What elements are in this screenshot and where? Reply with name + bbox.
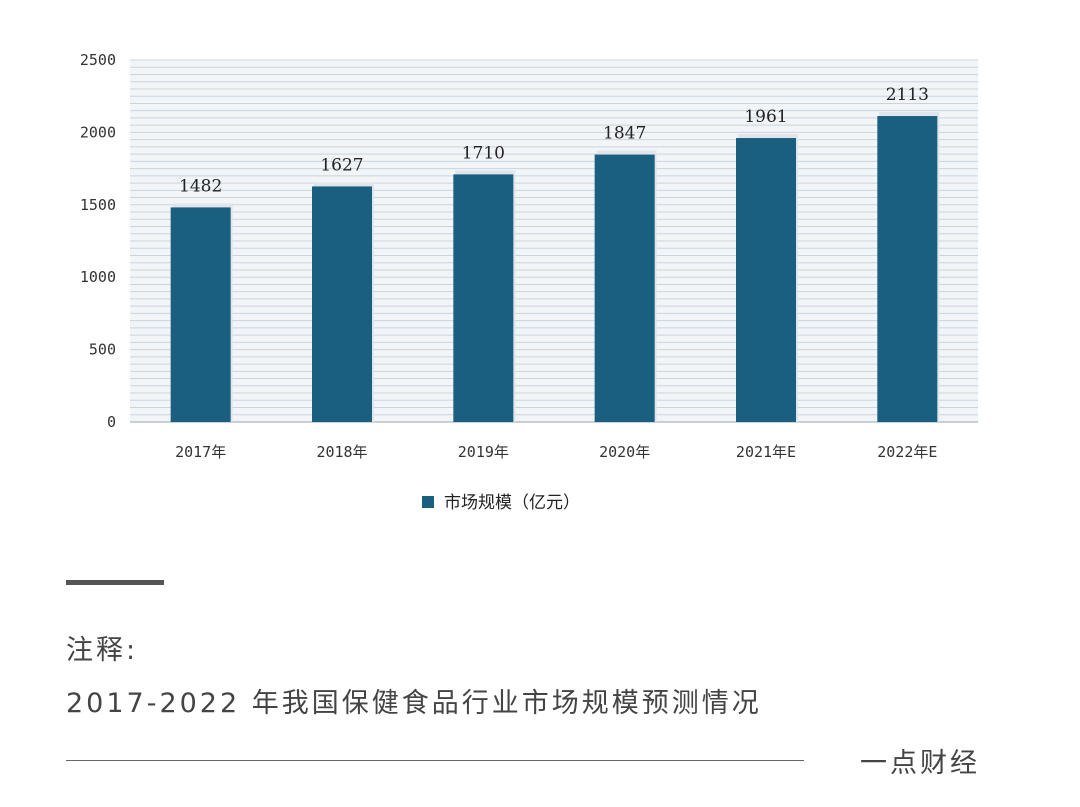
bar <box>736 138 796 423</box>
legend-swatch <box>422 496 434 508</box>
bar-value-label: 1482 <box>179 176 222 196</box>
bar-chart: 0 500 1000 1500 2000 2500 1482 1627 1710 1847 196… <box>80 51 978 513</box>
note-title: 注释: <box>66 635 139 666</box>
x-tick-label: 2017年 <box>175 443 226 461</box>
bar-value-label: 1710 <box>462 143 505 163</box>
y-tick-label: 0 <box>107 413 116 431</box>
y-axis-ticks: 0 500 1000 1500 2000 2500 <box>80 51 116 431</box>
bar <box>170 207 231 422</box>
y-tick-label: 2500 <box>80 51 116 69</box>
y-tick-label: 2000 <box>80 123 116 141</box>
footer-divider <box>66 760 804 761</box>
y-tick-label: 1000 <box>80 268 116 286</box>
bar-value-label: 1627 <box>320 155 363 175</box>
y-tick-label: 500 <box>89 341 116 359</box>
bar-value-label: 2113 <box>886 85 929 105</box>
bar <box>877 116 938 422</box>
legend: 市场规模（亿元） <box>422 493 580 513</box>
bar <box>312 186 372 422</box>
x-axis-ticks: 2017年 2018年 2019年 2020年 2021年E 2022年E <box>175 443 937 461</box>
x-tick-label: 2018年 <box>316 443 367 461</box>
x-tick-label: 2021年E <box>736 443 796 461</box>
bars: 1482 1627 1710 1847 1961 2113 <box>170 85 940 423</box>
x-tick-label: 2020年 <box>599 443 650 461</box>
legend-label: 市场规模（亿元） <box>444 493 580 513</box>
y-tick-label: 1500 <box>80 196 116 214</box>
bar <box>453 174 514 422</box>
bar-value-label: 1961 <box>744 107 787 127</box>
gridlines <box>130 59 978 423</box>
x-tick-label: 2019年 <box>458 443 509 461</box>
x-tick-label: 2022年E <box>877 443 937 461</box>
bar-value-label: 1847 <box>603 124 646 144</box>
note-text: 2017-2022 年我国保健食品行业市场规模预测情况 <box>66 688 762 719</box>
note-accent-bar <box>66 580 164 585</box>
bar <box>594 154 655 423</box>
source-label: 一点财经 <box>860 748 980 779</box>
